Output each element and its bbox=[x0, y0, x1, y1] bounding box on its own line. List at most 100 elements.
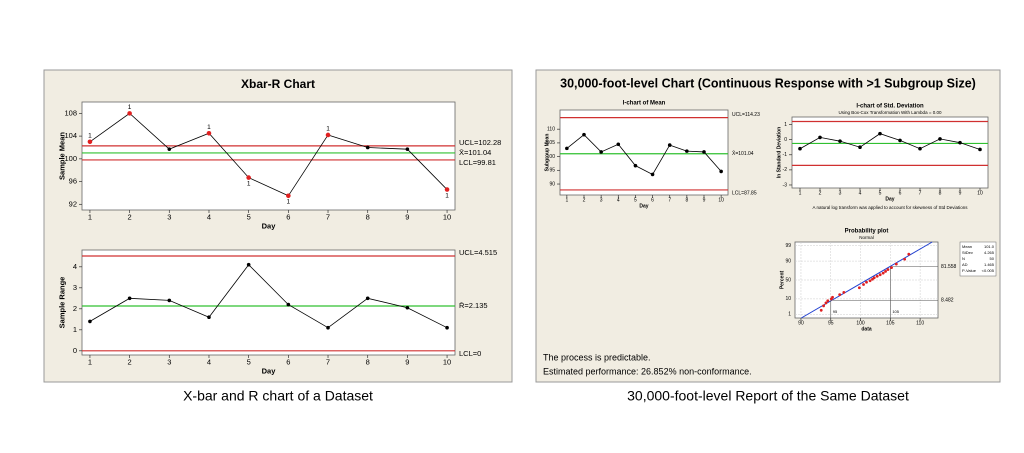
data-point bbox=[918, 146, 922, 151]
stat-name: Mean bbox=[962, 244, 972, 249]
y-tick-label: 90 bbox=[549, 181, 555, 187]
y-tick-label: 3 bbox=[73, 283, 77, 292]
x-tick-label: 10 bbox=[718, 197, 724, 203]
data-point bbox=[582, 132, 586, 137]
stat-name: AD bbox=[962, 262, 968, 267]
data-point bbox=[858, 145, 862, 150]
data-point bbox=[365, 145, 370, 150]
x-tick-label: 4 bbox=[617, 197, 620, 203]
x-tick-label: 3 bbox=[167, 357, 171, 366]
x-tick-label: 1 bbox=[88, 357, 92, 366]
data-point bbox=[286, 302, 291, 307]
x-tick-label: 10 bbox=[977, 190, 983, 196]
data-point bbox=[881, 271, 885, 275]
series-line bbox=[799, 133, 981, 150]
plot-area bbox=[559, 109, 729, 196]
y-tick-label: 1 bbox=[73, 325, 77, 334]
y-tick-label: 4 bbox=[73, 262, 77, 271]
x-tick-label: 4 bbox=[207, 212, 211, 221]
y-axis-label: Sample Range bbox=[57, 277, 66, 329]
data-point bbox=[405, 305, 410, 310]
flag-label: 1 bbox=[128, 104, 132, 111]
data-point bbox=[878, 131, 882, 136]
stat-name: P-Value bbox=[962, 268, 977, 273]
x-tick-label: 5 bbox=[247, 357, 251, 366]
x-tick-label: 3 bbox=[167, 212, 171, 221]
data-point bbox=[326, 325, 330, 330]
data-point bbox=[246, 175, 251, 180]
data-point bbox=[167, 298, 172, 303]
caption: X-bar and R chart of a Dataset bbox=[183, 388, 373, 404]
data-point bbox=[838, 293, 842, 297]
series-line bbox=[566, 134, 722, 175]
x-tick-label: 1 bbox=[565, 197, 568, 203]
limit-label: LCL=87.85 bbox=[732, 190, 757, 196]
limit-label: X̄=101.04 bbox=[459, 148, 491, 157]
x-tick-label: 4 bbox=[859, 190, 862, 196]
data-point bbox=[565, 146, 569, 151]
data-point bbox=[405, 147, 410, 151]
y-tick-label: 100 bbox=[64, 154, 77, 163]
data-point bbox=[868, 279, 872, 283]
y-tick-label: -1 bbox=[783, 152, 788, 158]
x-tick-label: 6 bbox=[651, 197, 654, 203]
y-tick-label: 110 bbox=[547, 127, 555, 133]
y-tick-label: 105 bbox=[547, 140, 556, 146]
chart-subtitle: Normal bbox=[859, 235, 874, 240]
data-point bbox=[444, 187, 450, 192]
data-point bbox=[907, 252, 911, 256]
x-tick-label: 1 bbox=[88, 212, 92, 221]
plot-area bbox=[81, 101, 456, 211]
y-tick-label: 100 bbox=[547, 154, 556, 160]
data-point bbox=[206, 130, 212, 136]
data-point bbox=[818, 135, 822, 140]
stats-box bbox=[959, 241, 997, 277]
x-tick-label: 9 bbox=[405, 357, 409, 366]
ref-x-label: 105 bbox=[892, 309, 899, 314]
series-line bbox=[89, 112, 448, 197]
data-point bbox=[445, 325, 449, 330]
y-tick-label: 96 bbox=[69, 177, 77, 186]
ref-y-label: 8.482 bbox=[941, 298, 954, 304]
data-point bbox=[903, 257, 907, 261]
stat-name: N bbox=[962, 256, 965, 261]
data-point bbox=[826, 299, 830, 303]
chart-subtitle: Using Box-Cox Transformation With Lambda… bbox=[839, 110, 942, 115]
data-point bbox=[894, 262, 898, 266]
data-point bbox=[650, 172, 655, 177]
stat-value: 50 bbox=[990, 256, 995, 261]
data-point bbox=[838, 139, 842, 143]
data-point bbox=[884, 270, 887, 273]
y-tick-label: -3 bbox=[783, 182, 788, 188]
data-point bbox=[886, 268, 890, 271]
y-axis-label: ln Standard Deviation bbox=[776, 127, 782, 178]
data-point bbox=[365, 296, 370, 301]
data-point bbox=[842, 291, 846, 294]
y-tick-label: 92 bbox=[69, 199, 77, 208]
y-tick-label: 99 bbox=[785, 243, 791, 249]
x-tick-label: 6 bbox=[899, 190, 902, 196]
x-tick-label: 8 bbox=[366, 357, 370, 366]
x-tick-label: 6 bbox=[286, 212, 290, 221]
limit-label: LCL=0 bbox=[459, 349, 481, 358]
x-tick-label: 95 bbox=[828, 320, 834, 326]
x-tick-label: 5 bbox=[634, 197, 637, 203]
x-tick-label: 8 bbox=[685, 197, 688, 203]
data-point bbox=[702, 150, 706, 154]
series-line bbox=[89, 264, 448, 329]
x-tick-label: 4 bbox=[207, 357, 211, 366]
x-tick-label: 2 bbox=[128, 357, 132, 366]
data-point bbox=[633, 163, 638, 168]
x-tick-label: 1 bbox=[799, 190, 802, 196]
x-tick-label: 9 bbox=[959, 190, 962, 196]
chart-title: Probability plot bbox=[845, 229, 889, 235]
data-point bbox=[819, 308, 823, 312]
chart-title: I-chart of Std. Deviation bbox=[856, 104, 924, 110]
x-tick-label: 7 bbox=[668, 197, 671, 203]
limit-label: R̄=2.135 bbox=[459, 301, 488, 310]
x-tick-label: 2 bbox=[128, 212, 132, 221]
y-tick-label: -2 bbox=[783, 167, 788, 173]
note: The process is predictable. bbox=[543, 352, 651, 362]
y-tick-label: 108 bbox=[64, 108, 77, 117]
x-axis-label: Day bbox=[262, 221, 277, 230]
